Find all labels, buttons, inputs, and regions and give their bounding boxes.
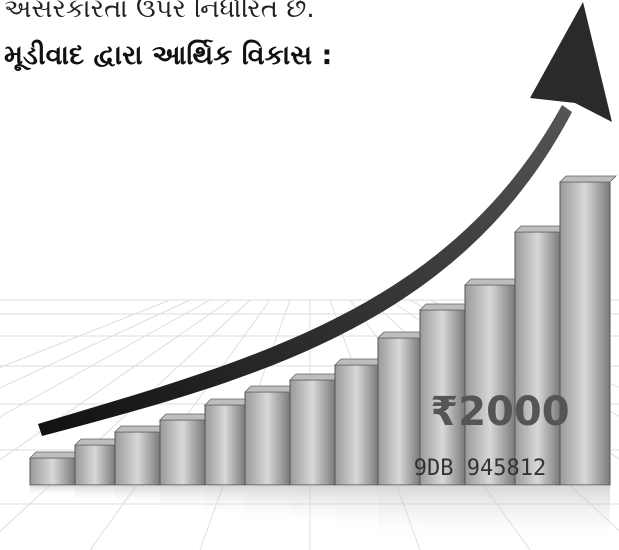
bar-top	[514, 225, 567, 233]
note-value: ₹2000	[430, 389, 569, 435]
bar-top	[204, 398, 252, 406]
arrow-head	[530, 2, 612, 122]
bar-reflection	[335, 485, 378, 533]
bar-block	[289, 379, 336, 486]
bar-block	[514, 231, 561, 486]
bar-top	[289, 373, 342, 381]
bar-top	[464, 278, 522, 286]
bar-reflection	[245, 485, 290, 523]
bar-reflection	[115, 485, 160, 507]
bar-block	[559, 181, 611, 486]
floor-line	[0, 299, 191, 389]
bar-reflection	[420, 485, 465, 545]
bar-reflection	[560, 485, 610, 545]
bar-block	[114, 431, 161, 486]
floor-line	[0, 299, 251, 533]
bar-block	[74, 444, 116, 486]
bar-block	[377, 337, 421, 486]
floor-line	[0, 299, 211, 418]
bar-reflection	[378, 485, 420, 544]
bar-block	[334, 364, 379, 486]
bar-top	[377, 331, 427, 339]
bar-top	[159, 413, 212, 421]
bar-block	[159, 419, 206, 486]
bar-top	[334, 358, 385, 366]
bar-block	[464, 284, 516, 486]
bar-top	[114, 425, 167, 433]
bar-reflection	[160, 485, 205, 511]
bar-top	[559, 175, 617, 183]
bar-top	[29, 451, 82, 459]
bar-block	[244, 391, 291, 486]
bar-block	[204, 404, 246, 486]
note-serial: 9DB 945812	[414, 456, 546, 481]
bar-reflection	[290, 485, 335, 527]
bar-top	[244, 385, 297, 393]
bar-reflection	[515, 485, 560, 545]
bars	[29, 175, 617, 545]
bar-reflection	[75, 485, 115, 501]
bar-reflection	[465, 485, 515, 545]
floor-line	[0, 299, 171, 368]
bar-top	[419, 303, 472, 311]
bar-top	[74, 438, 122, 446]
bar-reflection	[205, 485, 245, 517]
bar-block	[419, 309, 466, 486]
bar-block	[29, 457, 76, 486]
bar-reflection	[30, 485, 75, 496]
section-heading: મૂડીવાદ દ્વારા આર્થિક વિકાસ :	[4, 40, 333, 71]
text-line: અસરકારતા ઉપર નિર્ધારિત છે.	[4, 0, 315, 24]
